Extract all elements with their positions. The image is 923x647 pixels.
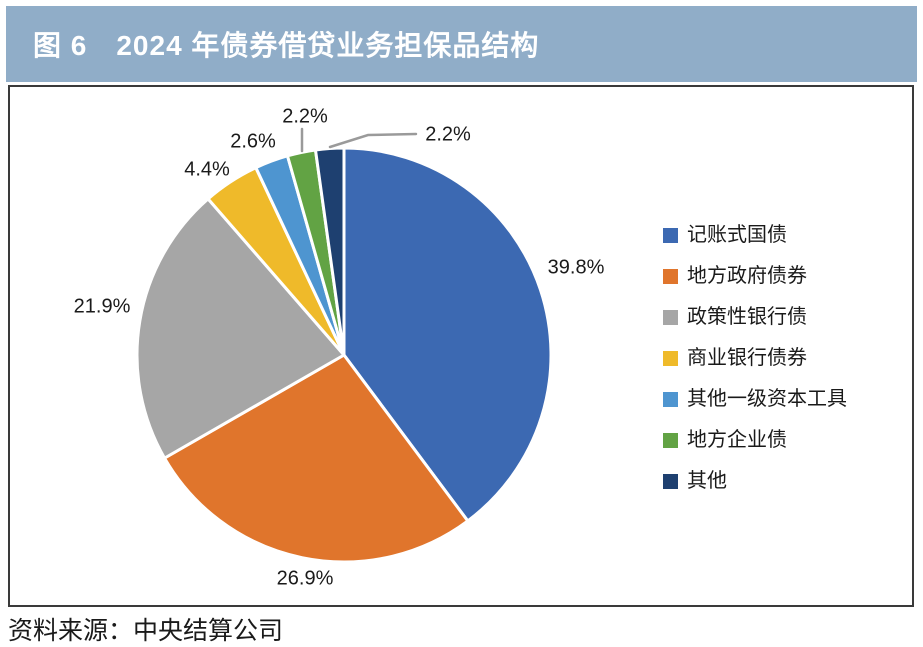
pie-value-label-2: 21.9% [74, 295, 131, 317]
legend-label: 商业银行债券 [687, 347, 807, 369]
legend-label: 记账式国债 [687, 224, 787, 246]
pie-slice-2 [135, 197, 346, 460]
legend-swatch-icon [663, 351, 678, 366]
pie-slice-1 [163, 353, 470, 564]
pie-value-label-6: 2.2% [425, 123, 471, 145]
legend-label: 地方企业债 [687, 429, 787, 451]
figure-header: 图 6 2024 年债券借贷业务担保品结构 [6, 6, 917, 82]
pie-value-label-5: 2.2% [282, 105, 328, 127]
legend-item-3: 商业银行债券 [663, 348, 847, 369]
pie-slice-6 [313, 146, 346, 357]
chart-legend: 记账式国债地方政府债券 政策性银行债 商业银行债券其他一级资本工具 地方企业债其他 [663, 225, 847, 492]
legend-swatch-icon [663, 269, 678, 284]
legend-label: 地方政府债券 [687, 265, 807, 287]
pie-value-label-1: 26.9% [277, 567, 334, 589]
pie-slice-0 [342, 146, 553, 523]
chart-panel: 39.8% 26.9% 21.9% 4.4% 2.6% 2.2% 2.2% 记账式国债地方政… [8, 85, 914, 607]
legend-item-1: 地方政府债券 [663, 266, 847, 287]
legend-swatch-icon [663, 433, 678, 448]
legend-label: 其他 [687, 470, 727, 492]
legend-swatch-icon [663, 474, 678, 489]
legend-swatch-icon [663, 392, 678, 407]
legend-item-6: 其他 [663, 471, 847, 492]
pie-value-label-4: 2.6% [230, 130, 276, 152]
figure-title: 图 6 2024 年债券借贷业务担保品结构 [33, 30, 540, 61]
source-line: 资料来源：中央结算公司 [8, 617, 284, 645]
legend-swatch-icon [663, 228, 678, 243]
legend-item-4: 其他一级资本工具 [663, 389, 847, 410]
legend-item-2: 政策性银行债 [663, 307, 847, 328]
legend-label: 其他一级资本工具 [687, 388, 847, 410]
pie-value-label-0: 39.8% [548, 256, 605, 278]
pie-chart: 39.8% 26.9% 21.9% 4.4%2.6% 2.2% 2.2% [74, 105, 605, 589]
legend-swatch-icon [663, 310, 678, 325]
legend-item-0: 记账式国债 [663, 225, 847, 246]
pie-value-label-3: 4.4% [184, 158, 230, 180]
legend-label: 政策性银行债 [687, 306, 807, 328]
legend-item-5: 地方企业债 [663, 430, 847, 451]
label-leader-line-6 [328, 132, 418, 149]
